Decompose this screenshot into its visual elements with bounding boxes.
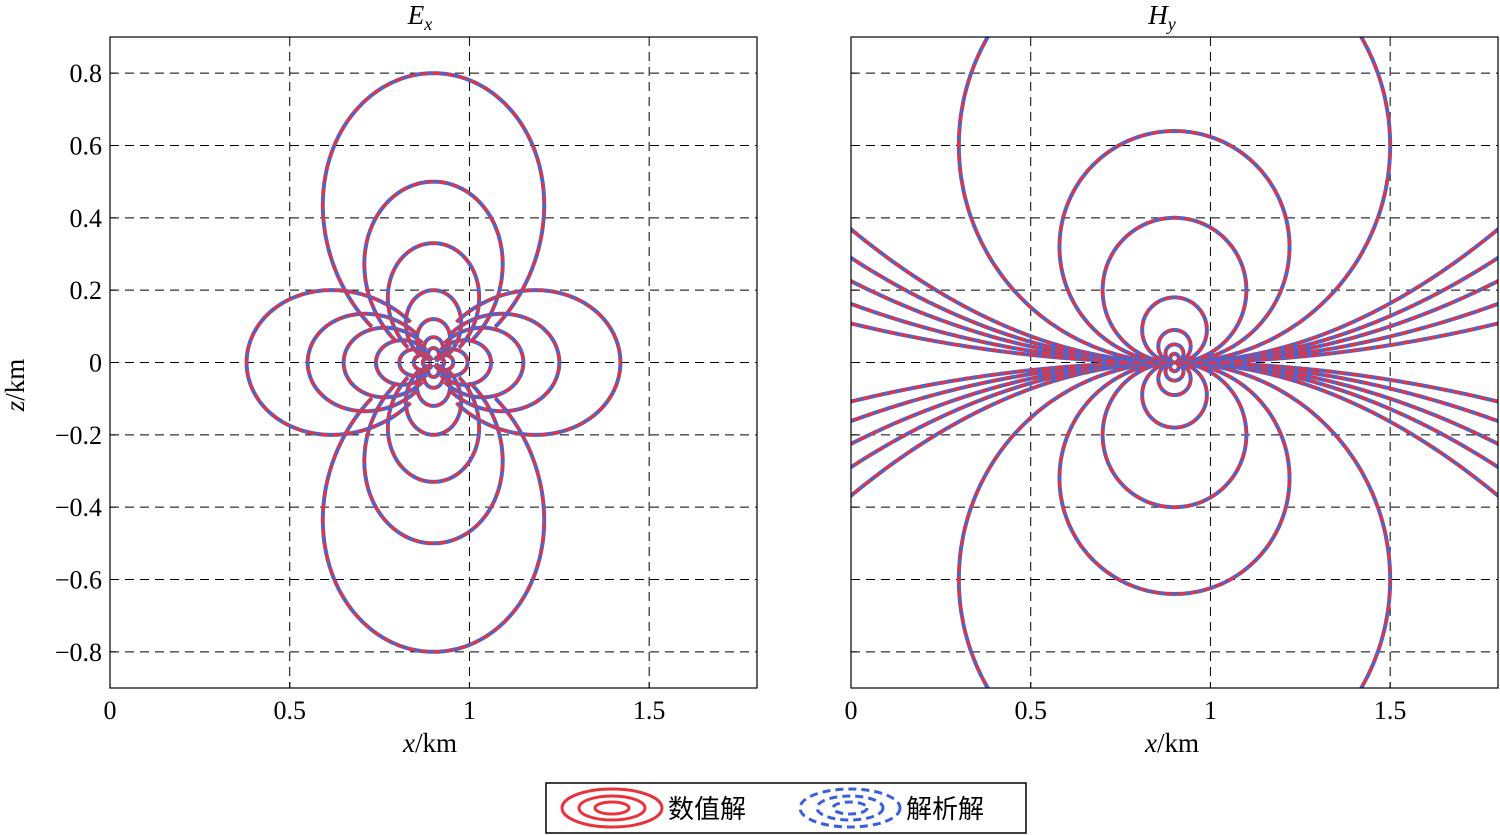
hy-title-subscript: y [1166,14,1176,34]
ex-contour-top-lobe-numeric [404,288,463,355]
hy-contour-lower-circle-numeric [1058,361,1291,596]
ex-ytick-label: 0.6 [70,132,103,161]
ex-contour-top-lobe-numeric [321,71,546,328]
legend-box [545,782,1027,834]
ex-ytick-label: −0.8 [55,638,102,667]
ex-xtick-label: 0 [104,696,117,725]
hy-contour-upper-circle [956,37,1393,365]
ex-ytick-label: −0.6 [55,566,102,595]
hy-contour-lower-circle-numeric [1140,361,1209,429]
hy-xtick-label: 0 [845,696,858,725]
hy-contour-upper-circle-numeric [1157,328,1192,364]
hy-contour-upper-circle-numeric [1140,296,1209,364]
ex-ylabel: z/km [0,359,30,413]
ex-contour-top-lobe-numeric [363,180,504,342]
legend: 数值解 解析解 [545,782,1027,834]
hy-contour-lower-circle-numeric [1168,361,1181,373]
hy-contour-upper-circle-numeric [1168,352,1181,364]
hy-contour-upper-circle-numeric [1101,216,1248,364]
hy-title: Hy [1147,0,1176,34]
hy-ticks: 0 0.5 1 1.5 [845,72,1407,725]
ex-contour-bottom-lobe-numeric [404,370,463,437]
hy-contour-lower-circle-numeric [1101,361,1248,509]
ex-contour-top-lobe-numeric [422,335,445,361]
hy-xlabel: x/km [1144,728,1199,758]
ex-title: Ex [407,0,433,34]
ex-contour-right-lobe-numeric [455,288,622,437]
ex-xlabel: x/km [402,728,457,758]
ex-contour-bottom-lobe-numeric [422,364,445,390]
ex-contour-bottom-lobe-numeric [426,363,441,379]
hy-contour-streak-numeric [1181,322,1498,364]
ex-contour-top-lobe-numeric [386,241,481,349]
hy-xtick-label: 1.5 [1374,696,1407,725]
ex-ytick-label: 0 [89,349,102,378]
ex-ytick-label: 0.2 [70,276,103,305]
legend-numeric-swatch [560,787,664,829]
hy-xtick-label: 0.5 [1014,696,1047,725]
ex-contour-top-lobe-numeric [426,346,441,362]
hy-contour-lower-circle [1057,360,1292,596]
ex-contour-bottom-lobe-numeric [321,397,546,654]
ex-xtick-label: 0.5 [273,696,306,725]
hy-panel: 0 0.5 1 1.5 Hy x/km [845,0,1499,758]
ex-ytick-label: −0.4 [55,493,102,522]
ex-ytick-label: 0.4 [70,204,103,233]
legend-analytic-swatch [798,787,902,829]
legend-analytic-label: 解析解 [906,795,984,825]
hy-contours [851,37,1498,688]
hy-contour-streak-numeric [851,322,1168,364]
hy-contour-lower-circle-numeric [1164,361,1185,382]
ex-panel: 0 0.5 1 1.5 0.8 0.6 0.4 0.2 0 −0.2 −0.4 −0.6 −0.8 Ex… [0,0,758,758]
ex-xtick-label: 1 [463,696,476,725]
hy-contour-upper-circle-numeric [1164,343,1185,364]
hy-contour-lower-circle-numeric [1157,361,1192,397]
ex-contour-bottom-lobe-numeric [386,376,481,484]
ex-contours [244,71,623,654]
ex-grid [110,37,757,688]
hy-contour-upper-circle-numeric [957,37,1392,364]
ex-contour-left-lobe-numeric [245,288,412,437]
ex-ytick-label: −0.2 [55,421,102,450]
ex-ticks: 0 0.5 1 1.5 0.8 0.6 0.4 0.2 0 −0.2 −0.4 −0.6 −0.8 [55,59,666,725]
legend-numeric-label: 数值解 [668,795,746,825]
hy-contour-upper-circle [1057,129,1292,365]
ex-xtick-label: 1.5 [633,696,666,725]
ex-ytick-label: 0.8 [70,59,103,88]
hy-xtick-label: 1 [1204,696,1217,725]
ex-contour-bottom-lobe-numeric [415,366,452,408]
hy-contour-upper-circle-numeric [1058,129,1291,364]
hy-contour-lower-circle-numeric [957,361,1392,688]
ex-contour-top-lobe-numeric [415,317,452,359]
hy-contour-streak-numeric [1181,361,1498,403]
ex-title-subscript: x [423,14,432,34]
hy-contour-streak-numeric [851,361,1168,403]
ex-contour-bottom-lobe-numeric [363,383,504,545]
